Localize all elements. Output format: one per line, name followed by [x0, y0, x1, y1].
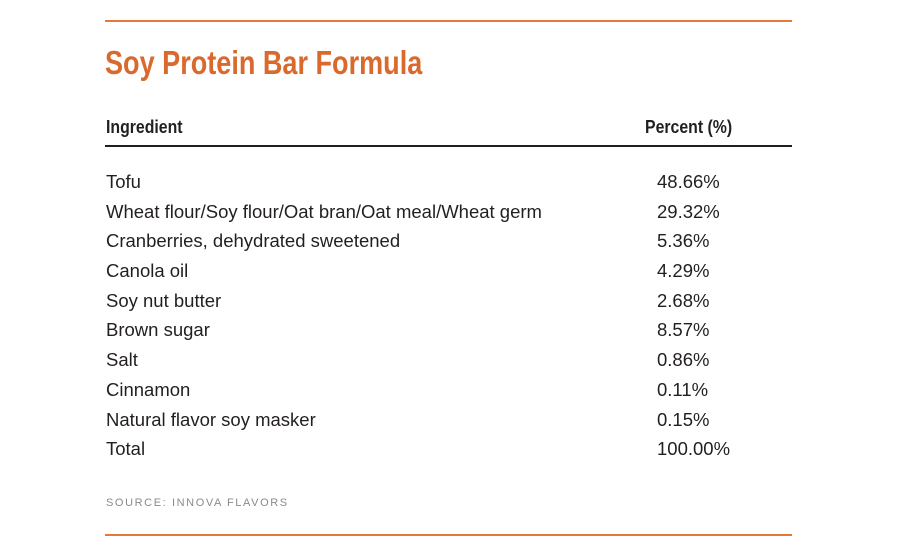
table-row: Cranberries, dehydrated sweetened 5.36% [0, 230, 900, 260]
source-note: SOURCE: INNOVA FLAVORS [106, 497, 289, 509]
percent-cell: 2.68% [657, 289, 710, 311]
table-row: Soy nut butter 2.68% [0, 290, 900, 320]
percent-cell: 8.57% [657, 319, 710, 341]
percent-cell: 0.15% [657, 408, 710, 430]
table-body: Tofu 48.66% Wheat flour/Soy flour/Oat bran… [0, 171, 900, 468]
ingredient-cell: Salt [106, 349, 138, 371]
ingredient-cell: Canola oil [106, 260, 189, 282]
percent-cell: 5.36% [657, 230, 710, 252]
percent-cell: 29.32% [657, 200, 720, 222]
bottom-rule [105, 534, 792, 536]
ingredient-cell: Soy nut butter [106, 289, 222, 311]
table-row: Cinnamon 0.11% [0, 379, 900, 409]
top-rule [105, 20, 792, 22]
table-row: Tofu 48.66% [0, 171, 900, 201]
ingredient-cell: Wheat flour/Soy flour/Oat bran/Oat meal/… [106, 200, 542, 222]
column-header: Ingredient [106, 117, 183, 137]
percent-cell: 48.66% [657, 171, 720, 192]
table-row: Canola oil 4.29% [0, 260, 900, 290]
ingredient-cell: Total [106, 438, 146, 460]
table-row: Natural flavor soy masker 0.15% [0, 409, 900, 439]
table-title: Soy Protein Bar Formula [105, 44, 423, 81]
ingredient-cell: Tofu [106, 171, 141, 192]
percent-cell: 0.11% [657, 378, 709, 400]
ingredient-cell: Cinnamon [106, 378, 191, 400]
ingredient-cell: Brown sugar [106, 319, 210, 341]
table-row: Salt 0.86% [0, 349, 900, 379]
percent-cell: 100.00% [657, 438, 731, 460]
ingredient-cell: Natural flavor soy masker [106, 408, 316, 430]
percent-cell: 4.29% [657, 260, 710, 282]
table-row: Total 100.00% [0, 438, 900, 468]
ingredient-cell: Cranberries, dehydrated sweetened [106, 230, 401, 252]
percent-cell: 0.86% [657, 349, 710, 371]
table-row: Brown sugar 8.57% [0, 319, 900, 349]
header-rule [105, 145, 792, 147]
column-header: Percent (%) [645, 117, 733, 137]
table-row: Wheat flour/Soy flour/Oat bran/Oat meal/… [0, 201, 900, 231]
